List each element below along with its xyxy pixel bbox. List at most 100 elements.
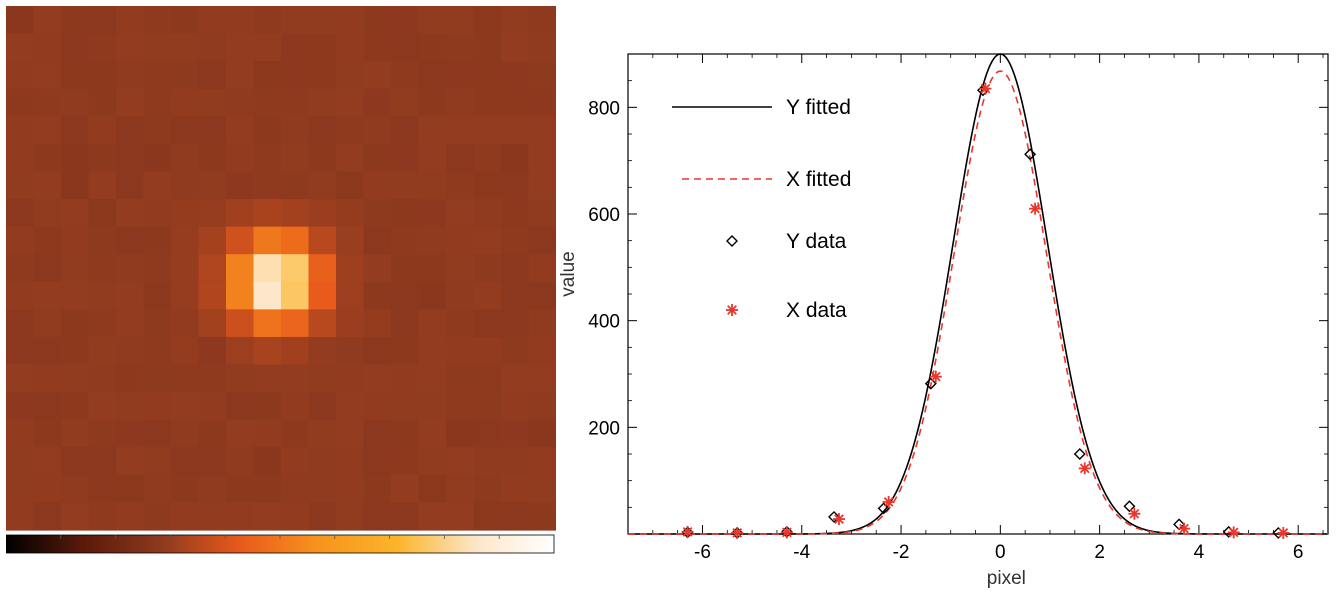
- heatmap-cell: [33, 447, 62, 476]
- heatmap-cell: [308, 199, 337, 228]
- heatmap-cell: [336, 61, 365, 90]
- heatmap-cell: [226, 364, 255, 393]
- heatmap-cell: [391, 61, 420, 90]
- heatmap-cell: [88, 33, 117, 62]
- heatmap-cell: [88, 88, 117, 117]
- heatmap-cell: [226, 116, 255, 145]
- heatmap-cell: [33, 33, 62, 62]
- heatmap-cell: [198, 61, 227, 90]
- heatmap-cell: [171, 143, 200, 173]
- x-tick-label: -2: [893, 542, 910, 563]
- y-tick-label: 600: [588, 205, 620, 226]
- heatmap-cell: [473, 364, 502, 393]
- heatmap-cell: [33, 199, 62, 228]
- heatmap-cell: [446, 254, 475, 283]
- heatmap-cell: [281, 474, 310, 504]
- heatmap-cell: [198, 116, 227, 145]
- heatmap-cell: [198, 6, 227, 35]
- heatmap-cell: [171, 392, 200, 421]
- heatmap-cell: [418, 309, 447, 338]
- heatmap-cell: [363, 281, 392, 310]
- heatmap-cell: [473, 281, 502, 310]
- heatmap-cell: [198, 419, 227, 448]
- heatmap-cell: [501, 254, 530, 283]
- heatmap-cell: [198, 336, 227, 366]
- heatmap-cell: [446, 281, 475, 310]
- heatmap-cell: [88, 419, 117, 448]
- heatmap-cell: [528, 143, 557, 173]
- heatmap-cell: [61, 199, 90, 228]
- heatmap-cell: [253, 88, 282, 117]
- x-data-point: [979, 82, 992, 95]
- heatmap-cell: [6, 6, 35, 35]
- heatmap-cell: [61, 61, 90, 90]
- heatmap-cell: [253, 502, 282, 531]
- heatmap-cell: [33, 143, 62, 173]
- heatmap-cell: [6, 88, 35, 117]
- heatmap-cell: [473, 33, 502, 62]
- heatmap-cell: [418, 392, 447, 421]
- heatmap-cell: [198, 254, 227, 283]
- heatmap-cell: [143, 61, 172, 90]
- heatmap-cell: [336, 419, 365, 448]
- x-tick-label: 0: [995, 542, 1006, 563]
- heatmap-cell: [253, 6, 282, 35]
- legend-label: X fitted: [786, 168, 851, 191]
- heatmap-cell: [61, 6, 90, 35]
- heatmap-cell: [281, 116, 310, 145]
- heatmap-cell: [528, 474, 557, 504]
- heatmap-cell: [391, 33, 420, 62]
- x-data-point: [882, 496, 895, 508]
- heatmap-cell: [528, 171, 557, 200]
- heatmap-cell: [473, 171, 502, 200]
- heatmap-cell: [308, 33, 337, 62]
- heatmap-cell: [253, 143, 282, 173]
- heatmap-cell: [501, 392, 530, 421]
- heatmap-cell: [61, 33, 90, 62]
- heatmap-cell: [253, 226, 282, 255]
- heatmap-cell: [336, 199, 365, 228]
- heatmap-cell: [6, 392, 35, 421]
- heatmap-cell: [281, 171, 310, 200]
- heatmap-cell: [308, 502, 337, 531]
- heatmap-cell: [198, 281, 227, 310]
- heatmap-cell: [308, 226, 337, 255]
- heatmap-cell: [88, 502, 117, 531]
- legend-label: Y data: [786, 230, 847, 253]
- heatmap-cell: [308, 309, 337, 338]
- heatmap-cell: [116, 392, 145, 421]
- heatmap-cell: [6, 171, 35, 200]
- heatmap-cell: [143, 143, 172, 173]
- heatmap-cell: [198, 199, 227, 228]
- heatmap-cell: [363, 336, 392, 366]
- heatmap-cell: [6, 61, 35, 90]
- heatmap-cell: [308, 392, 337, 421]
- heatmap-cell: [363, 392, 392, 421]
- heatmap-cell: [171, 171, 200, 200]
- heatmap-cell: [446, 474, 475, 504]
- heatmap-cell: [528, 6, 557, 35]
- heatmap-cell: [253, 336, 282, 366]
- heatmap-cell: [473, 474, 502, 504]
- heatmap-cell: [473, 336, 502, 366]
- heatmap-cell: [308, 364, 337, 393]
- heatmap-cell: [116, 419, 145, 448]
- heatmap-cell: [446, 447, 475, 476]
- heatmap-cell: [253, 33, 282, 62]
- x-data-point: [1128, 507, 1141, 520]
- heatmap-cell: [281, 199, 310, 228]
- heatmap-cell: [226, 88, 255, 117]
- heatmap-cell: [473, 6, 502, 35]
- heatmap-cell: [336, 116, 365, 145]
- heatmap-cell: [253, 171, 282, 200]
- heatmap-cell: [308, 336, 337, 366]
- y-data-point: [924, 377, 937, 390]
- heatmap-cell: [336, 502, 365, 531]
- heatmap-cell: [391, 88, 420, 117]
- x-tick-label: 2: [1094, 542, 1105, 563]
- heatmap-cell: [281, 226, 310, 255]
- heatmap-cell: [171, 419, 200, 448]
- heatmap-cell: [418, 281, 447, 310]
- heatmap-cell: [116, 6, 145, 35]
- heatmap-cell: [391, 336, 420, 366]
